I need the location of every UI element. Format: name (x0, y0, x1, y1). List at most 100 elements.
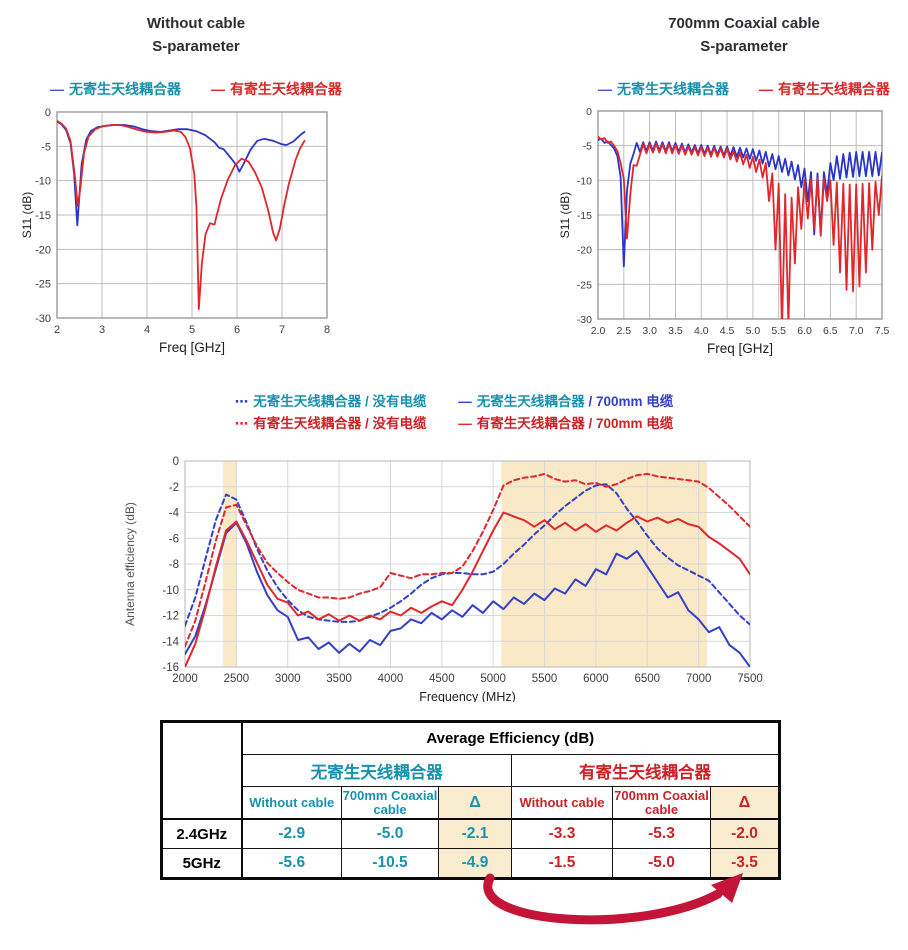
svg-text:5500: 5500 (532, 673, 558, 685)
legend-item: — 无寄生天线耦合器 / 700mm 电缆 (458, 394, 673, 409)
svg-text:4.5: 4.5 (720, 325, 735, 337)
table-row: 2.4GHz -2.9 -5.0 -2.1 -3.3 -5.3 -2.0 (161, 818, 780, 849)
svg-text:-2: -2 (169, 482, 179, 494)
svg-text:3.0: 3.0 (642, 325, 657, 337)
svg-text:Freq [GHz]: Freq [GHz] (707, 341, 773, 356)
legend-label: 有寄生天线耦合器 (229, 81, 342, 97)
legend-item: — 有寄生天线耦合器 / 700mm 电缆 (458, 416, 673, 431)
svg-text:Antenna efficiency (dB): Antenna efficiency (dB) (123, 502, 137, 626)
efficiency-legend-row1: ⋯ 无寄生天线耦合器 / 没有电缆 — 无寄生天线耦合器 / 700mm 电缆 (0, 391, 908, 413)
svg-text:2: 2 (54, 324, 60, 336)
chart2-legend: — 无寄生天线耦合器 — 有寄生天线耦合器 (570, 79, 908, 99)
svg-text:6.0: 6.0 (797, 325, 812, 337)
legend-label: 无寄生天线耦合器 (476, 394, 585, 409)
svg-text:7.5: 7.5 (875, 325, 890, 337)
svg-text:7: 7 (279, 324, 285, 336)
chart1-title: Without cable S-parameter (22, 12, 370, 58)
svg-text:-10: -10 (35, 176, 51, 188)
col-header: Without cable (511, 786, 613, 820)
svg-text:-10: -10 (162, 585, 179, 597)
svg-text:-12: -12 (162, 611, 179, 623)
table-cell: -5.0 (341, 818, 439, 849)
svg-text:6500: 6500 (634, 673, 660, 685)
col-header-delta: Δ (710, 786, 780, 820)
table-cell: -5.6 (241, 848, 342, 879)
legend-item: — 无寄生天线耦合器 (598, 81, 733, 97)
svg-text:-16: -16 (162, 662, 179, 674)
chart1-legend: — 无寄生天线耦合器 — 有寄生天线耦合器 (22, 79, 370, 99)
svg-text:6: 6 (234, 324, 240, 336)
efficiency-legend: ⋯ 无寄生天线耦合器 / 没有电缆 — 无寄生天线耦合器 / 700mm 电缆 ⋯ 有… (0, 391, 908, 435)
svg-text:S11 (dB): S11 (dB) (20, 192, 34, 238)
group-header-without-parasitic: 无寄生天线耦合器 (241, 754, 512, 787)
svg-text:3.5: 3.5 (668, 325, 683, 337)
chart2-title-line1: 700mm Coaxial cable (668, 15, 820, 32)
svg-text:5: 5 (189, 324, 195, 336)
table-row: 5GHz -5.6 -10.5 -4.9 -1.5 -5.0 -3.5 (161, 848, 780, 879)
table-cell: -5.3 (612, 818, 711, 849)
table-cell: -1.5 (511, 848, 613, 879)
table-cell: -2.9 (241, 818, 342, 849)
solid-line-marker-icon: — (458, 394, 472, 409)
svg-text:3500: 3500 (326, 673, 352, 685)
svg-text:4.0: 4.0 (694, 325, 709, 337)
chart2-title: 700mm Coaxial cable S-parameter (570, 12, 908, 58)
legend-label: 有寄生天线耦合器 (777, 81, 890, 97)
group-header-with-parasitic: 有寄生天线耦合器 (511, 754, 780, 787)
table-cell-delta: -2.0 (710, 818, 780, 849)
svg-text:3000: 3000 (275, 673, 301, 685)
legend-label: 无寄生天线耦合器 (617, 81, 730, 97)
line-marker-icon: — (598, 81, 612, 97)
svg-text:-20: -20 (577, 245, 592, 257)
line-marker-icon: — (210, 81, 225, 97)
chart1-title-line1: Without cable (146, 15, 246, 32)
svg-text:8: 8 (324, 324, 330, 336)
col-header: Without cable (241, 786, 342, 820)
line-marker-icon: — (50, 81, 64, 97)
svg-text:3: 3 (99, 324, 105, 336)
svg-text:0: 0 (45, 107, 51, 119)
row-label: 2.4GHz (161, 818, 243, 849)
svg-text:2.0: 2.0 (591, 325, 606, 337)
table-cell: -10.5 (341, 848, 439, 879)
svg-text:7.0: 7.0 (849, 325, 864, 337)
svg-text:-30: -30 (35, 313, 51, 325)
table-cell: -3.3 (511, 818, 613, 849)
svg-text:5000: 5000 (480, 673, 506, 685)
solid-line-marker-icon: — (458, 416, 472, 431)
legend-label: 无寄生天线耦合器 (69, 81, 182, 97)
antenna-efficiency-chart: 2000 2500 3000 3500 4000 4500 5000 5500 6000 6500… (123, 456, 763, 702)
svg-text:-30: -30 (577, 314, 592, 326)
legend-label: 有寄生天线耦合器 (476, 416, 585, 431)
svg-text:4000: 4000 (378, 673, 404, 685)
svg-text:-20: -20 (35, 244, 51, 256)
legend-item: ⋯ 无寄生天线耦合器 / 没有电缆 (235, 394, 431, 409)
svg-text:0: 0 (173, 456, 179, 468)
col-header-delta: Δ (438, 786, 512, 820)
improvement-arrow-icon (483, 873, 743, 925)
dotted-line-marker-icon: ⋯ (234, 416, 249, 431)
svg-text:-10: -10 (577, 175, 592, 187)
svg-text:-15: -15 (577, 210, 592, 222)
svg-text:-14: -14 (162, 636, 179, 648)
col-header: 700mm Coaxial cable (341, 786, 439, 820)
chart2-title-line2: S-parameter (700, 38, 788, 55)
svg-text:2000: 2000 (172, 673, 198, 685)
svg-text:-6: -6 (169, 533, 179, 545)
efficiency-legend-row2: ⋯ 有寄生天线耦合器 / 没有电缆 — 有寄生天线耦合器 / 700mm 电缆 (0, 413, 908, 435)
svg-text:2500: 2500 (224, 673, 250, 685)
table-cell-delta: -2.1 (438, 818, 512, 849)
legend-item: — 有寄生天线耦合器 (759, 81, 890, 97)
table-title: Average Efficiency (dB) (241, 721, 780, 755)
table-cell-delta: -3.5 (710, 848, 780, 879)
svg-text:0: 0 (586, 106, 592, 118)
s11-chart-without-cable: 2 3 4 5 6 7 8 0 -5 -10 -15 -20 -25 -30 Freq [GHz] S11 (… (20, 107, 330, 355)
legend-label: 有寄生天线耦合器 / 没有电缆 (253, 416, 427, 431)
chart1-title-line2: S-parameter (152, 38, 240, 55)
row-label: 5GHz (161, 848, 243, 879)
legend-item: — 有寄生天线耦合器 (211, 81, 342, 97)
svg-text:-8: -8 (169, 559, 179, 571)
legend-label: 无寄生天线耦合器 / 没有电缆 (253, 394, 427, 409)
svg-text:-5: -5 (41, 141, 51, 153)
